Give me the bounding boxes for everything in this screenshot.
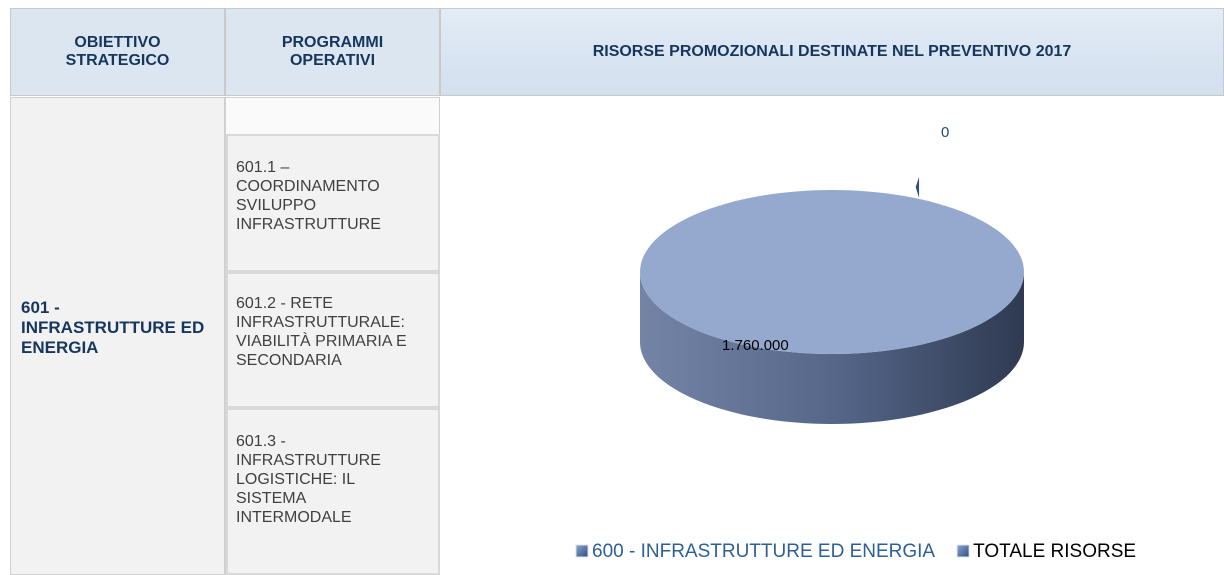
legend-marker xyxy=(575,544,589,558)
header-text: PROGRAMMI OPERATIVI xyxy=(281,34,384,69)
program-text: 601.3 - INFRASTRUTTURE LOGISTICHE: IL SI… xyxy=(236,433,381,526)
program-cell: 601.3 - INFRASTRUTTURE LOGISTICHE: IL SI… xyxy=(226,408,440,575)
header-text: OBIETTIVO STRATEGICO xyxy=(65,34,170,69)
pie-slice-side xyxy=(640,272,1024,424)
legend-label: 600 - INFRASTRUTTURE ED ENERGIA xyxy=(592,541,935,562)
pie-chart: 0 1.760.000 600 - INFRASTRUTTURE ED ENERGI… xyxy=(575,124,1136,562)
program-cell: 601.2 - RETE INFRASTRUTTURALE: VIABILITÀ… xyxy=(226,272,440,408)
program-cell: 601.1 – COORDINAMENTO SVILUPPO INFRASTRU… xyxy=(226,134,440,272)
legend-label: TOTALE RISORSE xyxy=(973,541,1136,562)
header-text: RISORSE PROMOZIONALI DESTINATE NEL PREVE… xyxy=(592,43,1072,60)
objective-cell: 601 - INFRASTRUTTURE ED ENERGIA xyxy=(10,97,225,575)
program-text: 601.2 - RETE INFRASTRUTTURALE: VIABILITÀ… xyxy=(236,295,407,369)
header-cell: RISORSE PROMOZIONALI DESTINATE NEL PREVE… xyxy=(440,8,1224,96)
pie-slice xyxy=(915,176,920,198)
header-cell: PROGRAMMI OPERATIVI xyxy=(225,8,440,96)
pie-slice xyxy=(640,190,1024,354)
objective-text: 601 - INFRASTRUTTURE ED ENERGIA xyxy=(21,298,205,357)
data-label: 0 xyxy=(941,124,949,141)
legend-marker xyxy=(956,544,970,558)
data-label: 1.760.000 xyxy=(722,337,789,354)
program-text: 601.1 – COORDINAMENTO SVILUPPO INFRASTRU… xyxy=(236,159,381,233)
header-cell: OBIETTIVO STRATEGICO xyxy=(10,8,225,96)
